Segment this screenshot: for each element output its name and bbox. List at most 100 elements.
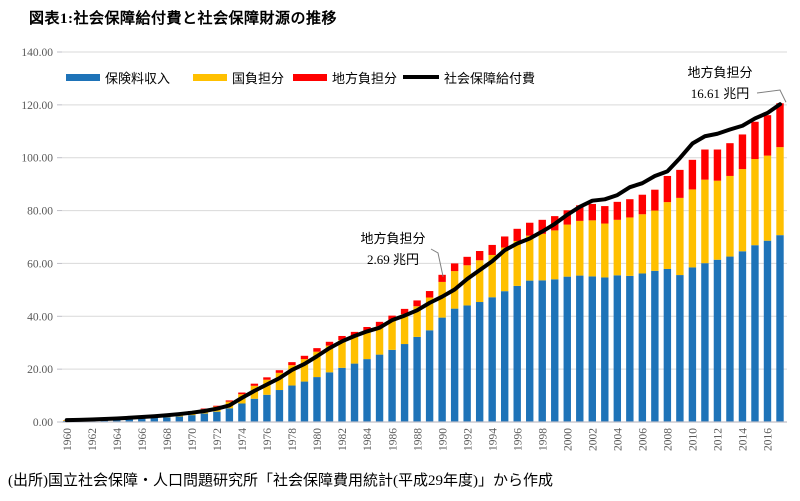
- bar-segment: [676, 275, 684, 422]
- annotation-1990-value: 2.69 兆円: [366, 252, 419, 267]
- bar-segment: [500, 247, 509, 292]
- bar-segment: [776, 147, 784, 236]
- y-tick-label: 100.00: [21, 153, 53, 165]
- bar-segment: [688, 189, 697, 268]
- bar-segment: [475, 251, 484, 261]
- bar-segment: [701, 149, 709, 180]
- bar-segment: [601, 277, 609, 422]
- bar-segment: [275, 390, 284, 422]
- bar-segment: [738, 134, 747, 170]
- bar-segment: [325, 345, 334, 373]
- bar-segment: [375, 321, 384, 327]
- bar-segment: [363, 331, 371, 360]
- bar-segment: [263, 377, 271, 380]
- bar-segment: [500, 291, 509, 422]
- x-tick-label: 2016: [763, 428, 775, 451]
- y-tick-label: 80.00: [27, 206, 53, 218]
- bar-segment: [338, 367, 346, 422]
- x-tick-label: 2012: [713, 428, 725, 451]
- chart-title: 図表1:社会保障給付費と社会保障財源の推移: [29, 11, 337, 27]
- bar-segment: [651, 189, 659, 211]
- bar-segment: [676, 197, 684, 276]
- chart-plot-area: 0.00 20.00 40.00 60.00 80.00 100.00 120.00 140.…: [21, 47, 787, 451]
- x-tick-label: 1968: [162, 428, 174, 451]
- bar-segment: [463, 265, 471, 306]
- bar-segment: [288, 362, 296, 366]
- x-tick-label: 1990: [437, 428, 449, 451]
- bar-segment: [526, 222, 534, 236]
- bar-segment: [651, 270, 659, 422]
- bar-segment: [663, 175, 672, 203]
- x-tick-label: 2004: [613, 428, 625, 451]
- x-tick-label: 2002: [587, 428, 599, 451]
- bar-segment: [475, 260, 484, 303]
- y-tick-label: 140.00: [21, 47, 53, 59]
- bar-segment: [338, 335, 346, 341]
- bar-segment: [538, 219, 546, 234]
- bar-segment: [626, 199, 634, 218]
- y-tick-label: 40.00: [27, 311, 53, 323]
- bar-segment: [588, 203, 596, 221]
- bar-segment: [438, 274, 446, 282]
- bar-segment: [638, 194, 647, 215]
- bar-segment: [601, 206, 609, 224]
- bar-segment: [488, 254, 496, 298]
- bar-segment: [225, 408, 234, 422]
- bar-segment: [713, 259, 722, 422]
- bar-segment: [150, 418, 158, 422]
- x-tick-label: 1982: [337, 428, 349, 451]
- annotation-connector-2017: [756, 89, 787, 103]
- x-tick-label: 1960: [62, 428, 74, 451]
- bar-segment: [413, 336, 421, 422]
- bar-segment: [463, 305, 471, 422]
- x-tick-label: 1994: [487, 428, 499, 451]
- bar-segment: [200, 408, 209, 410]
- bar-segment: [638, 214, 647, 274]
- bar-segment: [588, 220, 596, 277]
- bar-segment: [163, 417, 171, 422]
- bar-segment: [438, 317, 446, 422]
- bar-segment: [563, 276, 571, 422]
- annotation-local-1990: 地方負担分 2.69 兆円: [345, 228, 441, 270]
- bar-segment: [738, 169, 747, 252]
- bar-segment: [500, 236, 509, 248]
- bar-segment: [363, 326, 371, 332]
- bar-segment: [313, 377, 321, 422]
- bar-segment: [576, 220, 584, 276]
- bar-segment: [400, 344, 409, 422]
- bar-segment: [688, 267, 697, 422]
- bar-segment: [475, 302, 484, 422]
- bar-segment: [613, 275, 622, 422]
- x-tick-label: 1986: [387, 428, 399, 451]
- annotation-local-2017: 地方負担分 16.61 兆円: [680, 62, 760, 104]
- x-tick-label: 1988: [412, 428, 424, 451]
- bar-segment: [588, 276, 596, 422]
- y-tick-label: 0.00: [33, 417, 53, 429]
- bar-segment: [338, 340, 346, 368]
- bar-segment: [663, 268, 672, 422]
- bar-segment: [413, 306, 421, 337]
- bar-segment: [300, 359, 309, 382]
- x-tick-label: 1974: [237, 428, 249, 451]
- x-tick-label: 2006: [638, 428, 650, 451]
- bar-segment: [576, 275, 584, 422]
- bar-segment: [726, 143, 734, 176]
- x-tick-label: 1964: [112, 428, 124, 451]
- x-tick-label: 1996: [512, 428, 524, 451]
- x-tick-label: 1972: [212, 428, 224, 451]
- bar-segment: [713, 149, 722, 181]
- bar-segment: [488, 297, 496, 422]
- bar-segment: [751, 245, 759, 422]
- x-tick-label: 2014: [738, 428, 750, 451]
- bar-segment: [701, 179, 709, 264]
- bar-segment: [538, 233, 546, 281]
- bar-segment: [425, 297, 434, 331]
- bar-segment: [763, 115, 772, 156]
- bar-segment: [676, 169, 684, 198]
- bar-segment: [726, 256, 734, 422]
- bar-segment: [751, 159, 759, 246]
- bar-segment: [313, 348, 321, 352]
- bar-segment: [238, 403, 246, 422]
- bar-segment: [513, 228, 521, 241]
- bar-segment: [526, 280, 534, 422]
